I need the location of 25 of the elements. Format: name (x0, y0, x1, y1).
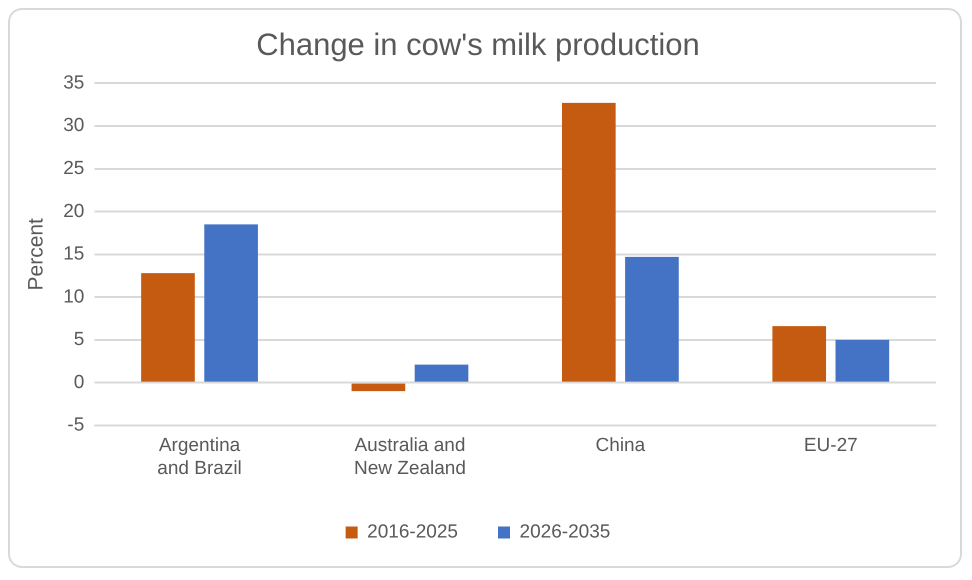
bar (414, 364, 468, 382)
y-tick-label: -5 (67, 414, 84, 436)
x-tick-label: Australia and New Zealand (354, 435, 466, 479)
legend-label: 2016-2025 (367, 522, 458, 543)
legend-label: 2026-2035 (520, 522, 610, 543)
bar (562, 102, 616, 382)
y-tick-label: 15 (63, 244, 84, 265)
bar (204, 224, 258, 382)
y-axis-title: Percent (24, 218, 48, 290)
bar (625, 256, 679, 382)
y-tick-label: 20 (63, 200, 84, 222)
x-tick-label: China (596, 435, 646, 456)
x-tick-label: EU-27 (804, 435, 858, 456)
y-tick-label: 35 (63, 72, 84, 94)
y-tick-label: 25 (63, 158, 84, 179)
bar (141, 273, 195, 382)
chart-title: Change in cow's milk production (256, 27, 700, 62)
bar (836, 340, 890, 382)
bar (772, 326, 826, 382)
y-tick-label: 10 (63, 286, 84, 308)
x-tick-label: Argentina and Brazil (157, 435, 242, 479)
y-tick-label: 5 (74, 329, 84, 350)
y-tick-label: 0 (74, 372, 84, 393)
y-tick-label: 30 (63, 115, 84, 136)
bar (352, 384, 406, 392)
